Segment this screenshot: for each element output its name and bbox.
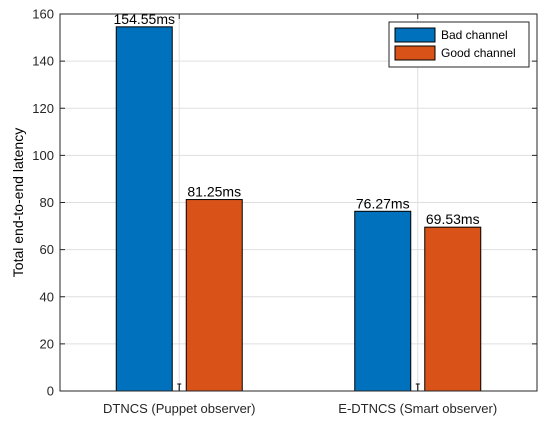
y-tick-label: 160	[32, 7, 54, 22]
y-tick-label: 80	[40, 195, 54, 210]
y-axis-title: Total end-to-end latency	[10, 128, 26, 277]
y-tick-label: 100	[32, 148, 54, 163]
data-label: 154.55ms	[114, 11, 175, 27]
bar	[424, 226, 482, 392]
legend-label: Good channel	[441, 46, 516, 60]
legend-swatch	[394, 45, 436, 61]
data-label: 81.25ms	[187, 184, 241, 200]
y-tick-label: 60	[40, 242, 54, 257]
x-tick-label: E-DTNCS (Smart observer)	[338, 401, 497, 416]
label-layer: 154.55ms 81.25ms 76.27ms 69.53ms	[114, 11, 480, 227]
axis-layer: 0 20 40 60 80 100 120 140 160 DTNCS (Puppet obser…	[32, 7, 538, 416]
y-tick-label: 120	[32, 101, 54, 116]
bar	[115, 26, 173, 392]
data-label: 69.53ms	[426, 211, 480, 227]
bar-layer	[115, 26, 482, 392]
legend-label: Bad channel	[441, 28, 508, 42]
y-tick-label: 40	[40, 289, 54, 304]
y-tick-label: 140	[32, 54, 54, 69]
y-tick-label: 0	[47, 384, 54, 399]
data-label: 76.27ms	[356, 195, 410, 211]
bar	[185, 199, 243, 392]
legend: Bad channel Good channel	[388, 21, 530, 68]
x-tick-label: DTNCS (Puppet observer)	[103, 401, 255, 416]
legend-swatch	[394, 27, 436, 43]
axes-box	[59, 13, 538, 392]
y-tick-label: 20	[40, 336, 54, 351]
bar	[354, 210, 412, 392]
